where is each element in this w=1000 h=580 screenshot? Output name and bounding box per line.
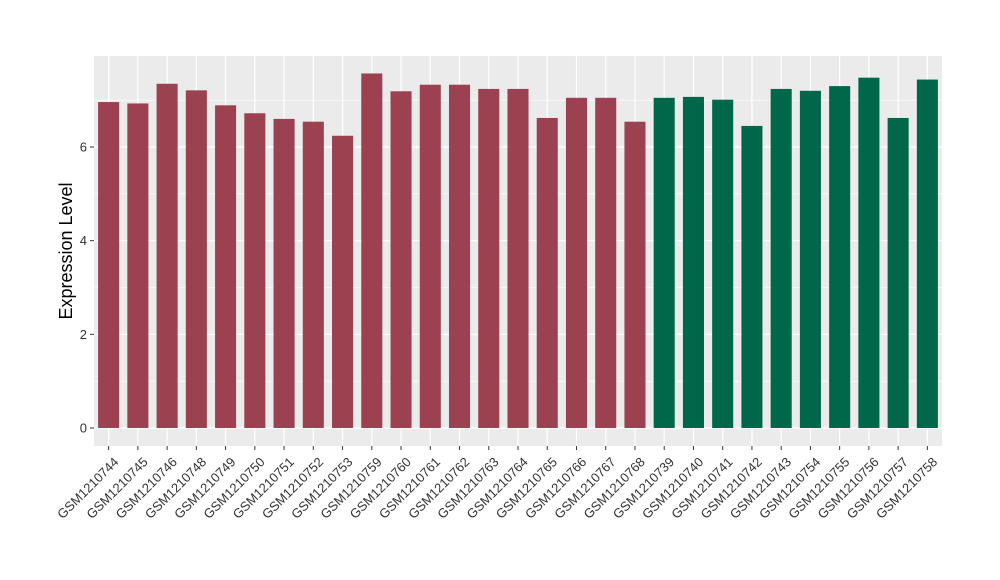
bar-GSM1210764: [507, 88, 529, 428]
bar-GSM1210758: [916, 79, 938, 428]
y-tick-label: 6: [80, 140, 87, 155]
bar-GSM1210753: [332, 135, 354, 428]
bar-GSM1210757: [887, 117, 909, 429]
bar-GSM1210765: [536, 117, 558, 429]
bar-GSM1210745: [127, 103, 149, 428]
bar-GSM1210742: [741, 125, 763, 429]
bar-GSM1210756: [858, 77, 880, 428]
bar-GSM1210768: [624, 121, 646, 429]
bar-GSM1210746: [156, 83, 178, 429]
x-axis: GSM1210744GSM1210745GSM1210746GSM1210748…: [54, 446, 940, 522]
bar-GSM1210761: [419, 84, 441, 428]
bar-GSM1210749: [215, 105, 237, 429]
bar-GSM1210744: [98, 102, 120, 428]
bar-GSM1210748: [185, 90, 207, 428]
y-tick-label: 0: [80, 421, 87, 436]
bar-GSM1210751: [273, 118, 295, 429]
bar-GSM1210743: [770, 88, 792, 428]
bar-GSM1210760: [390, 91, 412, 428]
y-tick-label: 4: [80, 233, 87, 248]
bar-GSM1210762: [448, 84, 471, 428]
bar-GSM1210750: [244, 113, 266, 428]
bar-GSM1210741: [712, 99, 734, 428]
bar-GSM1210740: [682, 96, 704, 428]
bar-GSM1210755: [829, 86, 851, 428]
bar-GSM1210767: [595, 97, 617, 428]
bar-GSM1210754: [799, 90, 821, 429]
bar-GSM1210759: [361, 73, 383, 428]
bar-GSM1210766: [565, 97, 588, 428]
y-axis-title: Expression Level: [56, 182, 76, 319]
y-axis: 0 2 4 6: [80, 140, 94, 436]
bar-GSM1210739: [653, 97, 675, 428]
y-tick-label: 2: [80, 327, 87, 342]
bar-GSM1210763: [478, 88, 500, 428]
bar-GSM1210752: [302, 121, 324, 429]
bars: [98, 73, 938, 429]
